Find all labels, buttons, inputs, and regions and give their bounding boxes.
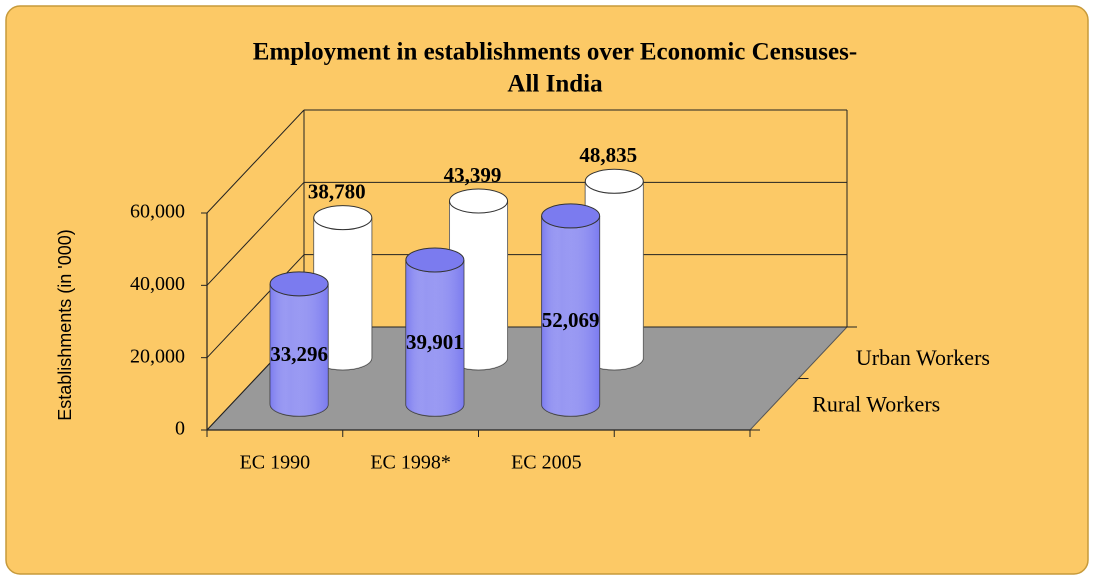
chart-title: Employment in establishments over Econom… [253,39,857,66]
data-label: 48,835 [579,143,637,167]
y-axis-title: Establishments (in '000) [55,229,75,421]
y-tick-label: 40,000 [130,273,185,295]
cylinder-top [405,247,465,273]
cylinder-shade [270,283,329,417]
grid-line [206,254,305,359]
y-tick-label: 20,000 [130,345,185,367]
legend-label: Rural Workers [812,391,940,416]
data-label: 43,399 [444,163,502,187]
y-tick-label: 0 [175,418,185,440]
data-label: 52,069 [542,308,600,332]
x-tick-label: EC 1998* [370,452,451,474]
chart-title: All India [507,71,603,98]
cylinder-top [313,205,373,231]
data-label: 33,296 [270,342,328,366]
legend-label: Urban Workers [856,345,990,370]
grid-line [206,109,305,214]
cylinder-shade [541,215,600,417]
x-tick-label: EC 1990 [240,452,311,474]
data-label: 39,901 [406,330,464,354]
cylinder-top [541,203,601,229]
grid-line [206,181,305,286]
cylinder-top [449,188,509,214]
x-tick-label: EC 2005 [511,452,582,474]
data-label: 38,780 [308,179,366,203]
cylinder-top [269,271,329,297]
cylinder-top [584,168,644,194]
y-tick-label: 60,000 [130,201,185,223]
cylinder-shade [405,259,464,417]
